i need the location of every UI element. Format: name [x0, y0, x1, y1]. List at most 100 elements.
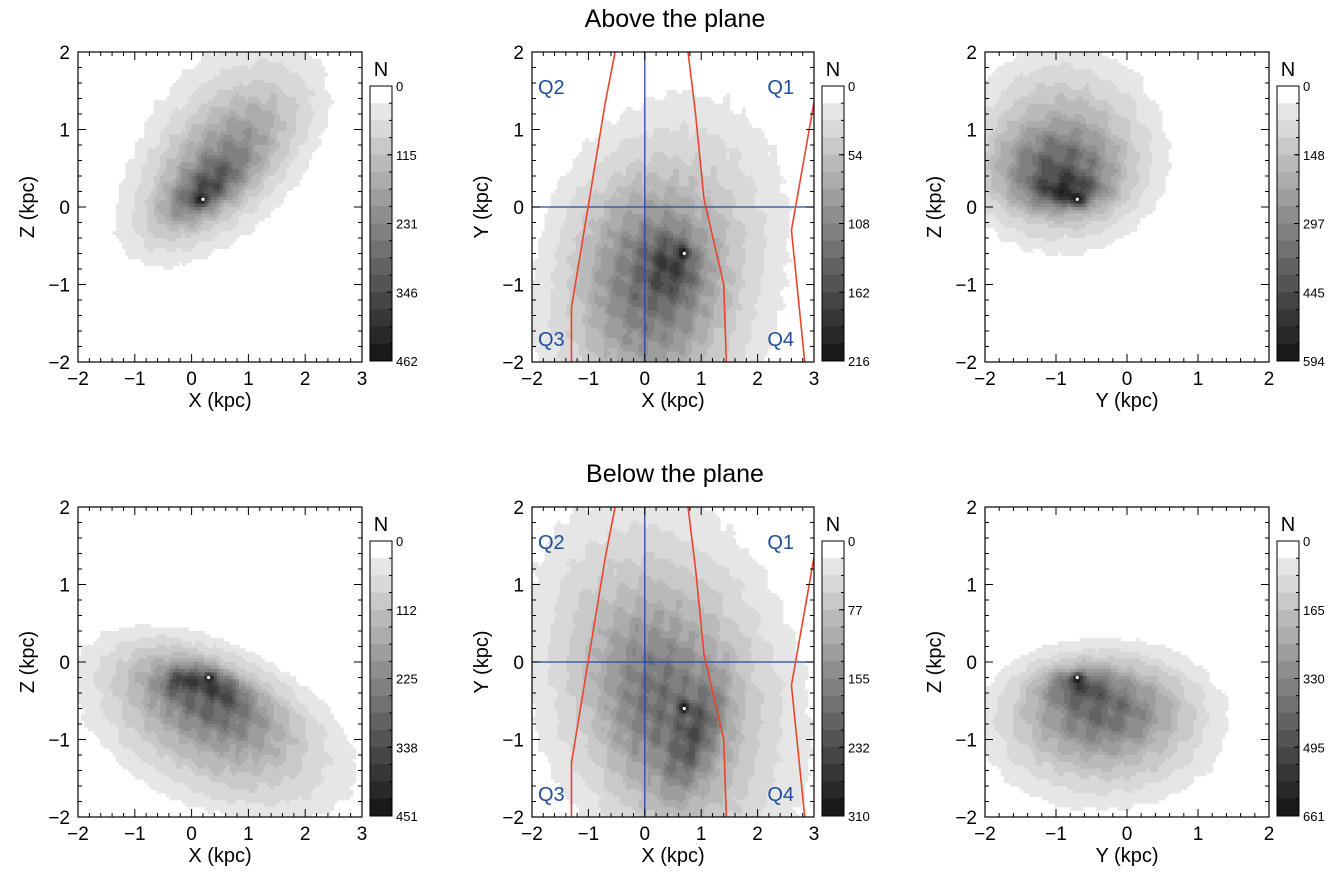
- density-cell: [134, 227, 139, 232]
- density-cell: [166, 158, 171, 163]
- density-cell: [532, 300, 536, 305]
- density-cell: [197, 251, 202, 256]
- density-cell: [144, 131, 149, 136]
- density-cell: [616, 355, 621, 360]
- density-cell: [194, 86, 199, 91]
- density-cell: [594, 244, 599, 249]
- density-cell: [588, 207, 593, 212]
- density-cell: [594, 313, 599, 318]
- density-cell: [220, 138, 224, 143]
- density-cell: [254, 62, 259, 67]
- density-cell: [298, 131, 303, 136]
- density-cell: [229, 134, 234, 139]
- density-cell: [276, 182, 281, 187]
- density-cell: [242, 117, 246, 122]
- density-cell: [229, 238, 234, 243]
- density-cell: [267, 83, 272, 88]
- density-cell: [163, 172, 167, 177]
- density-cell: [541, 344, 546, 349]
- density-cell: [613, 272, 618, 277]
- density-cell: [532, 341, 536, 346]
- density-cell: [629, 186, 633, 191]
- density-cell: [619, 275, 624, 280]
- density-cell: [579, 296, 583, 301]
- density-cell: [616, 313, 621, 318]
- density-cell: [579, 158, 583, 163]
- density-cell: [560, 327, 564, 332]
- density-cell: [267, 89, 272, 94]
- density-cell: [204, 155, 208, 160]
- density-cell: [582, 331, 586, 336]
- density-cell: [324, 114, 328, 119]
- density-cell: [613, 334, 618, 339]
- density-cell: [560, 296, 564, 301]
- density-cell: [572, 200, 577, 205]
- density-cell: [557, 203, 561, 208]
- density-cell: [201, 138, 205, 143]
- density-cell: [610, 262, 615, 267]
- density-cell: [257, 158, 262, 163]
- density-cell: [597, 300, 602, 305]
- density-cell: [207, 58, 212, 63]
- density-cell: [213, 131, 218, 136]
- density-cell: [191, 172, 196, 177]
- density-cell: [600, 331, 605, 336]
- density-cell: [320, 127, 325, 132]
- density-cell: [229, 55, 234, 60]
- density-cell: [182, 196, 186, 201]
- density-cell: [560, 227, 564, 232]
- density-cell: [254, 127, 259, 132]
- density-cell: [544, 324, 549, 329]
- density-cell: [585, 334, 589, 339]
- density-cell: [204, 213, 208, 218]
- density-cell: [185, 189, 190, 194]
- density-cell: [134, 207, 139, 212]
- density-cell: [235, 55, 240, 60]
- density-cell: [178, 224, 183, 229]
- density-cell: [223, 83, 227, 88]
- density-cell: [229, 169, 234, 174]
- density-cell: [251, 165, 256, 170]
- density-cell: [557, 220, 561, 225]
- density-cell: [188, 189, 193, 194]
- density-cell: [220, 172, 224, 177]
- density-cell: [137, 255, 142, 260]
- density-cell: [607, 351, 611, 356]
- density-cell: [251, 103, 256, 108]
- density-cell: [575, 306, 580, 311]
- density-cell: [626, 169, 630, 174]
- density-cell: [185, 255, 190, 260]
- density-cell: [191, 210, 196, 215]
- density-cell: [308, 127, 313, 132]
- density-cell: [185, 138, 190, 143]
- density-cell: [251, 124, 256, 129]
- density-cell: [626, 213, 630, 218]
- density-cell: [544, 241, 549, 246]
- density-cell: [582, 196, 586, 201]
- density-cell: [207, 52, 212, 57]
- density-cell: [141, 220, 145, 225]
- density-cell: [270, 193, 275, 198]
- density-cell: [201, 224, 205, 229]
- density-cell: [619, 296, 624, 301]
- density-cell: [619, 131, 624, 136]
- density-cell: [229, 65, 234, 70]
- density-cell: [163, 141, 167, 146]
- density-cell: [314, 120, 319, 125]
- density-cell: [267, 86, 272, 91]
- density-cell: [575, 334, 580, 339]
- density-cell: [175, 138, 180, 143]
- density-cell: [626, 341, 630, 346]
- density-cell: [163, 158, 167, 163]
- density-cell: [153, 179, 158, 184]
- density-cell: [194, 127, 199, 132]
- density-cell: [607, 231, 611, 236]
- density-cell: [153, 227, 158, 232]
- density-cell: [279, 169, 284, 174]
- density-cell: [541, 269, 546, 274]
- density-cell: [128, 207, 133, 212]
- density-cell: [204, 76, 208, 81]
- density-cell: [137, 231, 142, 236]
- density-cell: [185, 234, 190, 239]
- density-cell: [311, 120, 316, 125]
